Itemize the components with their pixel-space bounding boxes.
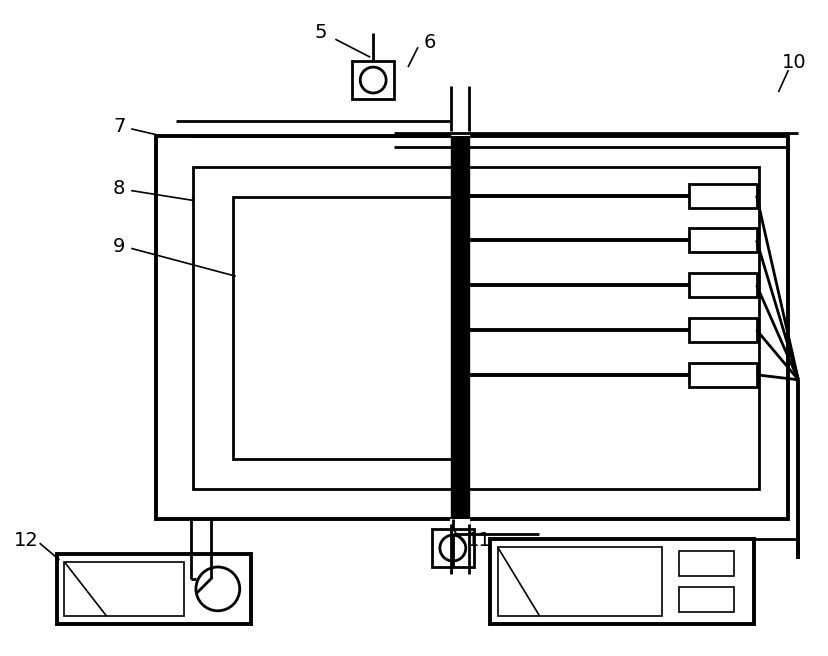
Bar	[56, 554, 250, 624]
Bar	[233, 197, 460, 459]
Text: 9: 9	[113, 237, 125, 256]
Bar	[65, 562, 184, 616]
Bar	[678, 587, 733, 612]
Bar	[431, 529, 473, 567]
Bar	[688, 228, 756, 253]
Text: 6: 6	[423, 33, 436, 52]
Bar	[193, 167, 758, 489]
Bar	[489, 539, 753, 624]
Bar	[678, 551, 733, 576]
Text: 5: 5	[314, 23, 326, 42]
Text: 11: 11	[467, 531, 492, 550]
Bar	[497, 547, 661, 616]
Bar	[450, 76, 469, 136]
Bar	[156, 136, 787, 519]
Bar	[352, 61, 393, 99]
Text: 12: 12	[14, 531, 39, 550]
Text: 7: 7	[113, 117, 125, 136]
Bar	[688, 274, 756, 297]
Text: 10: 10	[781, 52, 806, 72]
Bar	[688, 318, 756, 342]
Bar	[688, 363, 756, 387]
Bar	[450, 121, 468, 534]
Bar	[450, 519, 469, 594]
Bar	[688, 184, 756, 207]
Text: 8: 8	[113, 179, 125, 198]
